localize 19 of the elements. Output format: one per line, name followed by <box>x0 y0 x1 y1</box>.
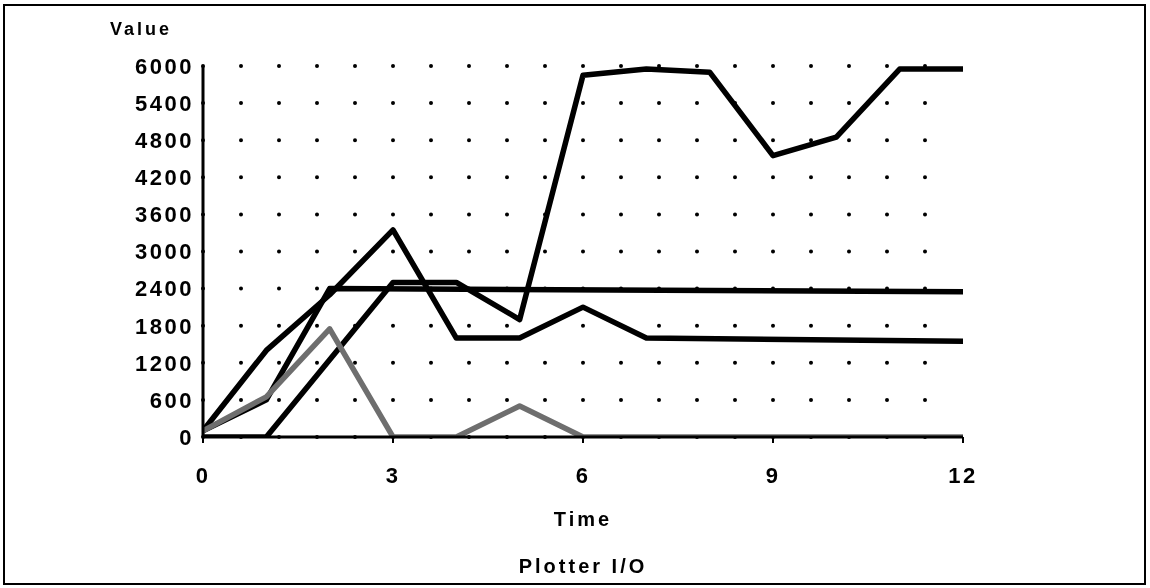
y-axis-title: Value <box>110 19 173 39</box>
y-tick-label: 5400 <box>135 90 194 116</box>
y-tick-label: 2400 <box>135 276 194 302</box>
y-tick-label: 3000 <box>135 239 194 265</box>
y-tick-label: 3600 <box>135 202 194 228</box>
x-tick-label: 3 <box>385 462 401 488</box>
x-axis-title: Time <box>553 508 613 530</box>
text: Plotter I/O <box>518 555 648 577</box>
y-tick-label: 4200 <box>135 165 194 191</box>
x-tick-label: 12 <box>948 462 978 488</box>
x-tick-label: 0 <box>195 462 211 488</box>
x-tick-label: 6 <box>575 462 591 488</box>
y-tick-label: 1200 <box>135 350 194 376</box>
y-tick-label: 6000 <box>135 53 194 79</box>
y-tick-label: 0 <box>179 424 194 450</box>
y-tick-label: 1800 <box>135 313 194 339</box>
y-tick-label: 600 <box>149 387 194 413</box>
x-tick-label: 9 <box>765 462 781 488</box>
y-tick-label: 4800 <box>135 128 194 154</box>
